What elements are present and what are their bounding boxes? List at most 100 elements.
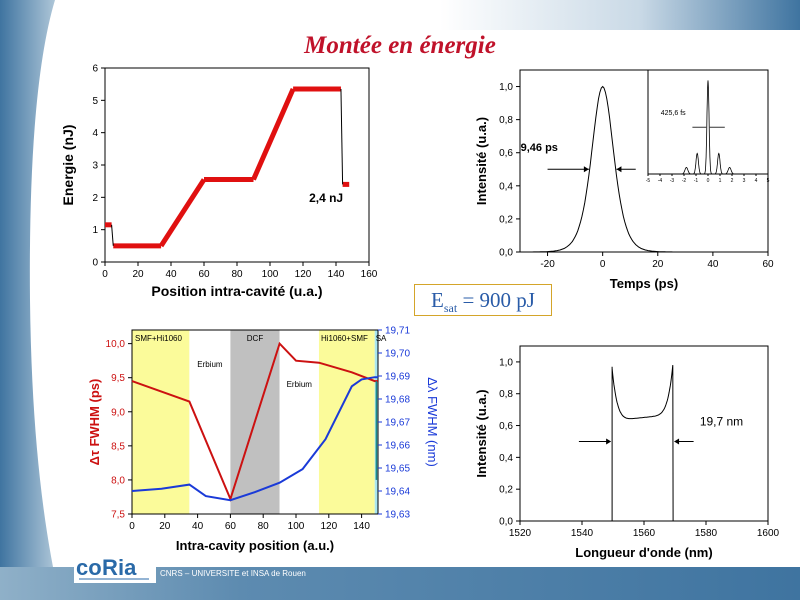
y-tick-label: 0,4 bbox=[499, 453, 513, 464]
x-tick-label: 40 bbox=[707, 259, 719, 270]
plot-frame bbox=[519, 345, 769, 522]
x-tick-label: 40 bbox=[165, 269, 177, 280]
y-tick-label: 6 bbox=[92, 64, 98, 75]
y2-axis-label: Δλ FWHM (nm) bbox=[425, 377, 440, 467]
y2-tick-label: 19,65 bbox=[385, 464, 410, 475]
pulse-annotation: 9,46 ps bbox=[521, 142, 558, 154]
energy-transition bbox=[340, 89, 344, 185]
fwhm-arrowhead-left bbox=[583, 166, 589, 173]
x-tick-label: 1540 bbox=[571, 528, 594, 539]
slide-title: Montée en énergie bbox=[304, 32, 496, 59]
y2-tick-label: 19,66 bbox=[385, 441, 410, 452]
x-axis-label: Position intra-cavité (u.a.) bbox=[151, 283, 322, 299]
x-tick-label: 1520 bbox=[509, 528, 532, 539]
x-tick-label: 100 bbox=[288, 521, 305, 532]
x-tick-label: 80 bbox=[258, 521, 270, 532]
y-tick-label: 1,0 bbox=[499, 357, 513, 368]
y-axis-label: Energie (nJ) bbox=[60, 125, 76, 206]
y-tick-label: 3 bbox=[92, 161, 98, 172]
evolution-chart: SMF+Hi1060 Erbium DCF Erbium Hi1060+SMF SA 0 20… bbox=[87, 326, 440, 554]
inset-x-tick-label: 5 bbox=[767, 178, 770, 184]
y-tick-label: 10,0 bbox=[106, 339, 126, 350]
inset-x-tick-label: -5 bbox=[646, 178, 651, 184]
region-label: DCF bbox=[247, 334, 264, 343]
x-tick-label: 60 bbox=[762, 259, 774, 270]
y-tick-label: 8,5 bbox=[111, 441, 125, 452]
region-band bbox=[318, 330, 375, 514]
x-tick-label: 100 bbox=[262, 269, 279, 280]
inset-x-tick-label: -1 bbox=[694, 178, 699, 184]
width-arrowhead-left bbox=[606, 438, 612, 445]
x-tick-label: 20 bbox=[652, 259, 664, 270]
x-tick-label: 120 bbox=[295, 269, 312, 280]
x-axis-label: Intra-cavity position (a.u.) bbox=[176, 538, 334, 553]
inset-x-tick-label: 0 bbox=[707, 178, 710, 184]
x-tick-label: 60 bbox=[198, 269, 210, 280]
y2-tick-label: 19,71 bbox=[385, 326, 410, 337]
y2-tick-label: 19,70 bbox=[385, 349, 410, 360]
x-tick-label: 40 bbox=[192, 521, 204, 532]
x-tick-label: 120 bbox=[320, 521, 337, 532]
energy-chart: 0 20 40 60 80 100 120 140 160 0 1 2 3 4 5 6 Position int… bbox=[60, 64, 378, 300]
x-tick-label: 1560 bbox=[633, 528, 656, 539]
svg-text:ia: ia bbox=[118, 555, 137, 580]
esat-box: Esat = 900 pJ bbox=[414, 284, 552, 316]
x-axis-label: Temps (ps) bbox=[610, 276, 678, 291]
inset-x-tick-label: 3 bbox=[743, 178, 746, 184]
inset-x-tick-label: 1 bbox=[719, 178, 722, 184]
y-tick-label: 4 bbox=[92, 128, 98, 139]
region-band bbox=[279, 330, 319, 514]
y-tick-label: 0,0 bbox=[499, 517, 513, 528]
svg-text:R: R bbox=[102, 555, 118, 580]
x-tick-label: 0 bbox=[129, 521, 135, 532]
x-tick-label: 1600 bbox=[757, 528, 780, 539]
series-spectral-width bbox=[131, 376, 378, 502]
x-tick-label: 60 bbox=[225, 521, 237, 532]
x-tick-label: 20 bbox=[132, 269, 144, 280]
region-label: Erbium bbox=[197, 360, 223, 369]
region-label: Hi1060+SMF bbox=[321, 334, 368, 343]
x-tick-label: 80 bbox=[231, 269, 243, 280]
x-tick-label: 140 bbox=[328, 269, 345, 280]
y-tick-label: 7,5 bbox=[111, 510, 125, 521]
y-tick-label: 0,6 bbox=[499, 148, 513, 159]
esat-symbol: E bbox=[431, 288, 444, 312]
y-tick-label: 1 bbox=[92, 225, 98, 236]
inset-x-tick-label: -4 bbox=[658, 178, 663, 184]
x-tick-label: 160 bbox=[361, 269, 378, 280]
energy-transition bbox=[159, 178, 207, 248]
y-tick-label: 9,0 bbox=[111, 407, 125, 418]
y-tick-label: 8,0 bbox=[111, 475, 125, 486]
x-tick-label: 0 bbox=[102, 269, 108, 280]
region-label: Erbium bbox=[287, 380, 313, 389]
spectrum-chart: 1520 1540 1560 1580 1600 0,0 0,2 0,4 0,6 0,8 1,0 Lo… bbox=[474, 345, 780, 560]
inset-x-tick-label: -3 bbox=[670, 178, 675, 184]
y2-tick-label: 19,63 bbox=[385, 510, 410, 521]
x-tick-label: 0 bbox=[600, 259, 606, 270]
inset-x-tick-label: 2 bbox=[731, 178, 734, 184]
footer-text: CNRS – UNIVERSITE et INSA de Rouen bbox=[160, 569, 306, 578]
y-tick-label: 2 bbox=[92, 193, 98, 204]
coria-logo: co R ia bbox=[74, 553, 156, 583]
energy-transition bbox=[251, 88, 296, 181]
region-label: SA bbox=[376, 334, 387, 343]
inset-x-tick-label: -2 bbox=[682, 178, 687, 184]
x-tick-label: 1580 bbox=[695, 528, 718, 539]
y-tick-label: 1,0 bbox=[499, 82, 513, 93]
region-label: SMF+Hi1060 bbox=[135, 334, 182, 343]
energy-annotation: 2,4 nJ bbox=[309, 191, 343, 205]
y-tick-label: 5 bbox=[92, 96, 98, 107]
pulse-curve bbox=[520, 85, 768, 253]
inset-x-tick-label: 4 bbox=[755, 178, 758, 184]
plot-frame bbox=[104, 67, 370, 263]
y-axis-label: Intensité (u.a.) bbox=[474, 389, 489, 477]
spectrum-curve bbox=[611, 365, 674, 522]
y2-tick-label: 19,64 bbox=[385, 487, 410, 498]
region-band bbox=[132, 330, 190, 514]
esat-value: = 900 pJ bbox=[457, 288, 535, 312]
width-arrowhead-right bbox=[674, 438, 680, 445]
y-tick-label: 0,8 bbox=[499, 389, 513, 400]
fwhm-arrowhead-right bbox=[616, 166, 622, 173]
y-tick-label: 0,6 bbox=[499, 421, 513, 432]
